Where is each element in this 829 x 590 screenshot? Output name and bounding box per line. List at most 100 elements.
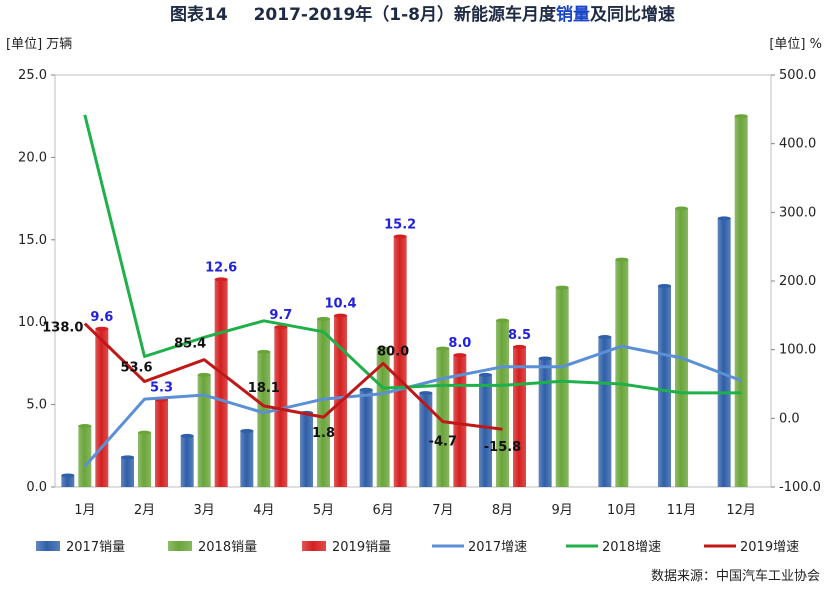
x-tick-label: 11月 <box>667 503 697 518</box>
data-labels-group: 9.6 5.3 12.6 9.7 10.4 15.2 8.0 8.5 138.0 53.6 85.4… <box>42 218 531 456</box>
lines-group <box>83 114 742 468</box>
legend-label: 2017增速 <box>468 540 527 555</box>
right-tick-label: 500.0 <box>779 68 816 83</box>
right-tick-label: 200.0 <box>779 274 816 289</box>
bar-value-label-2019: 5.3 <box>150 381 173 396</box>
bar-cap-2018销量 <box>496 318 509 323</box>
bar-2019销量 <box>95 328 109 487</box>
bar-cap-2017销量 <box>359 387 373 392</box>
bar-2019销量 <box>513 346 526 487</box>
bar-cap-2017销量 <box>240 428 254 433</box>
bar-2019销量 <box>274 327 288 487</box>
bar-value-label-2019: 15.2 <box>384 218 416 233</box>
bar-cap-2018销量 <box>257 349 271 354</box>
bar-cap-2019销量 <box>274 325 288 330</box>
bar-cap-2017销量 <box>479 372 492 377</box>
right-tick-label: 100.0 <box>779 343 816 358</box>
x-tick-label: 6月 <box>373 503 394 518</box>
bar-cap-2019销量 <box>214 277 228 282</box>
x-axis: 1月 2月 3月 4月 5月 6月 7月 8月 9月 10月 11月 12月 <box>74 503 756 518</box>
title-prefix: 图表14 <box>170 4 228 25</box>
bar-2018销量 <box>197 374 211 487</box>
bar-2017销量 <box>419 393 433 487</box>
right-tick-label: -100.0 <box>779 480 821 495</box>
x-tick-label: 8月 <box>492 503 513 518</box>
bar-cap-2017销量 <box>419 391 433 396</box>
right-tick-label: 0.0 <box>779 411 800 426</box>
bar-cap-2017销量 <box>538 356 552 361</box>
bar-cap-2018销量 <box>675 206 688 211</box>
bar-cap-2018销量 <box>734 114 748 119</box>
left-tick-label: 0.0 <box>26 480 47 495</box>
growth-value-label-2019: 138.0 <box>42 321 83 336</box>
bar-cap-2018销量 <box>436 346 450 351</box>
x-tick-label: 3月 <box>194 503 215 518</box>
left-tick-label: 15.0 <box>18 233 47 248</box>
bar-2018销量 <box>734 116 748 487</box>
bar-2017销量 <box>121 457 134 487</box>
bar-cap-2018销量 <box>317 316 330 321</box>
bar-cap-2018销量 <box>138 430 151 435</box>
line-2019增速 <box>83 322 503 431</box>
bar-cap-2018销量 <box>78 424 92 429</box>
source-note: 数据来源：中国汽车工业协会 <box>651 568 820 584</box>
x-tick-label: 5月 <box>313 503 334 518</box>
bar-cap-2019销量 <box>95 326 109 331</box>
left-tick-label: 10.0 <box>18 315 47 330</box>
growth-value-label-2019: 80.0 <box>377 344 409 359</box>
x-tick-label: 4月 <box>253 503 274 518</box>
bar-2018销量 <box>257 351 271 487</box>
left-tick-label: 20.0 <box>18 150 47 165</box>
bar-2017销量 <box>61 475 75 487</box>
left-tick-label: 25.0 <box>18 68 47 83</box>
bar-value-label-2019: 8.5 <box>508 328 531 343</box>
right-axis: -100.0 0.0 100.0 200.0 300.0 400.0 500.0 <box>771 68 821 495</box>
bar-2019销量 <box>453 355 467 487</box>
bar-cap-2019销量 <box>393 234 407 239</box>
growth-value-label-2019: -4.7 <box>429 435 457 450</box>
x-tick-label: 1月 <box>74 503 95 518</box>
bar-2018销量 <box>78 426 92 487</box>
bar-value-label-2019: 9.6 <box>90 310 113 325</box>
legend-label: 2019销量 <box>332 540 391 555</box>
left-unit-label: [单位] 万辆 <box>6 37 72 52</box>
growth-value-label-2019: 1.8 <box>312 426 335 441</box>
bar-value-label-2019: 10.4 <box>324 297 356 312</box>
bar-value-label-2019: 8.0 <box>448 336 471 351</box>
bar-cap-2018销量 <box>376 346 390 351</box>
bar-2017销量 <box>717 218 731 487</box>
bar-2019销量 <box>393 236 407 487</box>
legend-label: 2018销量 <box>198 540 257 555</box>
bar-2017销量 <box>300 412 313 487</box>
growth-value-label-2019: 85.4 <box>174 337 206 352</box>
line-2018增速 <box>83 114 742 395</box>
legend-swatch-bar <box>302 541 326 551</box>
bar-2017销量 <box>598 337 612 487</box>
bar-value-label-2019: 12.6 <box>205 260 237 275</box>
legend-label: 2019增速 <box>740 540 799 555</box>
bar-2017销量 <box>479 374 492 487</box>
right-unit-label: [单位] % <box>769 37 822 52</box>
bar-cap-2019销量 <box>453 353 467 358</box>
x-tick-label: 7月 <box>432 503 453 518</box>
title-main: 2017-2019年（1-8月）新能源车月度 <box>254 4 557 25</box>
bar-value-label-2019: 9.7 <box>269 308 292 323</box>
bar-2018销量 <box>615 259 629 487</box>
bar-2017销量 <box>359 389 373 487</box>
bar-cap-2017销量 <box>658 283 671 288</box>
bar-2018销量 <box>555 287 569 487</box>
bar-2018销量 <box>675 208 688 487</box>
x-tick-label: 12月 <box>726 503 756 518</box>
chart-title: 图表14 2017-2019年（1-8月）新能源车月度销量及同比增速 <box>170 4 675 25</box>
bar-cap-2017销量 <box>598 335 612 340</box>
bar-cap-2017销量 <box>61 473 75 478</box>
bar-2018销量 <box>436 348 450 487</box>
right-tick-label: 300.0 <box>779 205 816 220</box>
bar-2019销量 <box>214 279 228 487</box>
left-axis: 0.0 5.0 10.0 15.0 20.0 25.0 <box>18 68 55 495</box>
bar-2017销量 <box>658 285 671 487</box>
bar-2017销量 <box>538 358 552 487</box>
bar-cap-2018销量 <box>197 372 211 377</box>
